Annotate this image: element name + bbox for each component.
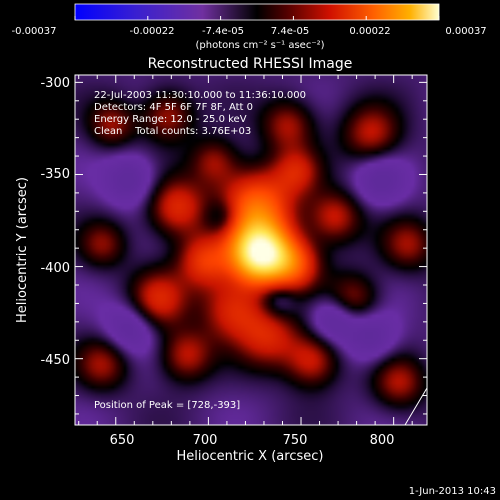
y-tick-label: -400 [40, 261, 70, 276]
annotation-clean-counts: Clean Total counts: 3.76E+03 [94, 126, 251, 137]
colorbar [74, 3, 440, 21]
heatmap-image [75, 75, 427, 425]
plot-frame [74, 74, 428, 426]
chart-title: Reconstructed RHESSI Image [148, 56, 353, 72]
y-axis-label: Heliocentric Y (arcsec) [15, 177, 30, 323]
peak-position-label: Position of Peak = [728,-393] [94, 400, 240, 411]
x-axis-label: Heliocentric X (arcsec) [177, 449, 324, 464]
x-tick-label: 750 [283, 433, 308, 448]
x-tick-label: 700 [193, 433, 218, 448]
colorbar-tick-label: 0.00022 [349, 26, 390, 37]
annotation-detectors: Detectors: 4F 5F 6F 7F 8F, Att 0 [94, 102, 253, 113]
annotation-energy-range: Energy Range: 12.0 - 25.0 keV [94, 114, 247, 125]
colorbar-tick-label: 0.00037 [445, 26, 486, 37]
colorbar-tick-label: -0.00022 [130, 26, 175, 37]
colorbar-tick-label: 7.4e-05 [271, 26, 309, 37]
footer-date: 1-Jun-2013 10:43 [409, 486, 496, 497]
x-tick-label: 650 [110, 433, 135, 448]
y-tick-label: -350 [40, 167, 70, 182]
colorbar-unit-label: (photons cm⁻² s⁻¹ asec⁻²) [195, 40, 324, 51]
colorbar-ticks [74, 16, 440, 20]
colorbar-tick-label: -7.4e-05 [202, 26, 244, 37]
colorbar-tick-label: -0.00037 [12, 26, 57, 37]
limb-line [404, 387, 428, 426]
y-tick-label: -300 [40, 76, 70, 91]
y-tick-label: -450 [40, 353, 70, 368]
annotation-time-range: 22-Jul-2003 11:30:10.000 to 11:36:10.000 [94, 90, 306, 101]
x-tick-label: 800 [370, 433, 395, 448]
axis-ticks [75, 75, 427, 425]
